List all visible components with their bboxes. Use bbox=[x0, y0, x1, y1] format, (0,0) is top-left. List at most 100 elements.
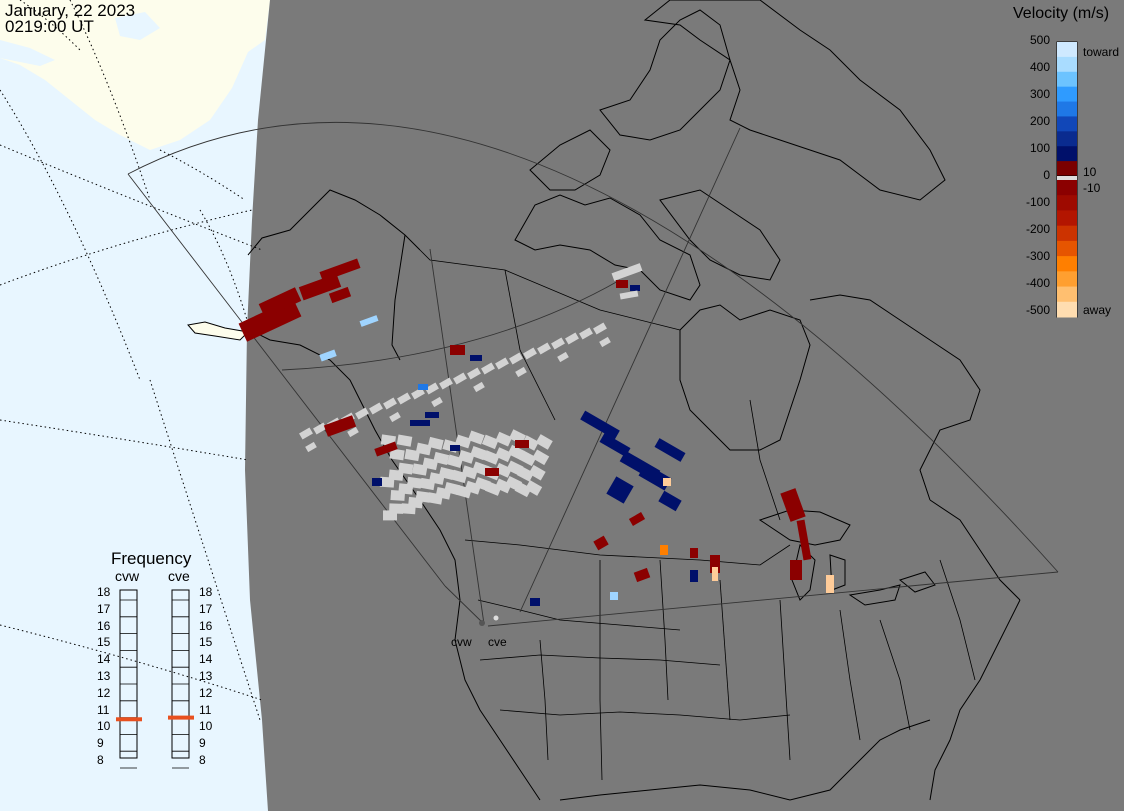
scatter-cell bbox=[258, 287, 302, 318]
scatter-cell bbox=[557, 351, 569, 363]
scatter-cell bbox=[537, 342, 551, 355]
colorbar-away-label: away bbox=[1083, 303, 1112, 317]
colorbar-tick-label: -200 bbox=[1025, 222, 1050, 236]
scatter-cell bbox=[467, 430, 485, 445]
freq-label-right: 8 bbox=[199, 753, 206, 767]
colorbar-tick-label: -100 bbox=[1025, 195, 1050, 209]
colorbar-pos-ten: 10 bbox=[1083, 165, 1097, 179]
scatter-cell bbox=[517, 466, 535, 482]
freq-label-left: 15 bbox=[97, 635, 111, 650]
scatter-cell bbox=[710, 555, 720, 573]
scatter-cell bbox=[383, 397, 397, 410]
scatter-cell bbox=[481, 434, 499, 450]
site-label-cvw: cvw bbox=[451, 635, 472, 649]
velocity-colorbar bbox=[1056, 41, 1078, 318]
colorbar-segment bbox=[1057, 210, 1077, 227]
scatter-cell bbox=[359, 315, 379, 327]
colorbar-tick-label: -500 bbox=[1025, 303, 1050, 317]
colorbar-segment bbox=[1057, 131, 1077, 147]
scatter-cell bbox=[593, 322, 607, 335]
scatter-cell bbox=[439, 377, 453, 390]
scatter-cell bbox=[450, 445, 460, 451]
scatter-cell bbox=[633, 567, 651, 583]
colorbar-segment bbox=[1057, 180, 1077, 196]
colorbar-segment bbox=[1057, 42, 1077, 58]
colorbar-segment bbox=[1057, 161, 1077, 177]
colorbar-segment bbox=[1057, 225, 1077, 242]
scatter-cell bbox=[299, 427, 313, 440]
colorbar-segment bbox=[1057, 116, 1077, 132]
freq-label-left: 17 bbox=[97, 601, 111, 616]
freq-label-left: 11 bbox=[97, 702, 110, 717]
freq-label-right: 14 bbox=[199, 652, 213, 667]
scatter-cell bbox=[319, 349, 337, 362]
scatter-cell bbox=[238, 298, 302, 342]
site-label-cve: cve bbox=[488, 635, 507, 649]
scatter-cell bbox=[453, 372, 467, 385]
scatter-cell bbox=[565, 332, 579, 345]
scatter-cell bbox=[406, 476, 423, 489]
timestamp-time: 0219:00 UT bbox=[5, 17, 94, 36]
colorbar-segment bbox=[1057, 240, 1077, 257]
scatter-cell bbox=[383, 510, 398, 521]
freq-column-cvw bbox=[119, 589, 138, 759]
scatter-cell bbox=[415, 490, 431, 503]
scatter-cell bbox=[610, 592, 618, 600]
scatter-cell bbox=[495, 431, 513, 447]
scatter-cell bbox=[580, 410, 620, 440]
scatter-cell bbox=[579, 327, 593, 340]
scatter-cell bbox=[485, 468, 499, 476]
scatter-cell bbox=[525, 480, 543, 496]
radar-sites bbox=[479, 615, 499, 626]
colorbar-tick-label: -300 bbox=[1025, 249, 1050, 263]
timestamp-date: January, 22 2023 bbox=[5, 1, 136, 20]
scatter-cell bbox=[515, 366, 527, 378]
colorbar-segment bbox=[1057, 71, 1077, 88]
scatter-cell bbox=[535, 434, 553, 450]
scatter-cell bbox=[372, 478, 382, 486]
scatter-cell bbox=[470, 445, 487, 461]
freq-label-right: 13 bbox=[199, 669, 213, 683]
colorbar-tick-label: 500 bbox=[1029, 33, 1050, 47]
scatter-cell bbox=[796, 519, 812, 561]
freq-label-right: 9 bbox=[199, 736, 206, 751]
scatter-cell bbox=[826, 575, 834, 593]
velocity-legend-title: Velocity (m/s) bbox=[1013, 5, 1110, 22]
scatter-cell bbox=[616, 280, 628, 288]
scatter-cell bbox=[425, 382, 439, 395]
scatter-cell bbox=[654, 438, 686, 462]
backscatter-layer bbox=[238, 258, 834, 606]
scatter-cell bbox=[551, 337, 565, 350]
freq-label-left: 14 bbox=[97, 652, 111, 667]
scatter-cell bbox=[495, 447, 512, 463]
scatter-cell bbox=[450, 345, 465, 355]
scatter-cell bbox=[593, 535, 609, 551]
colorbar-segment bbox=[1057, 146, 1077, 162]
colorbar-segment bbox=[1057, 86, 1077, 103]
scatter-cell bbox=[495, 357, 509, 370]
frequency-panel bbox=[116, 589, 194, 769]
scatter-cell bbox=[473, 381, 485, 393]
scatter-cell bbox=[347, 426, 359, 438]
scatter-cell bbox=[628, 512, 646, 526]
scatter-cell bbox=[515, 440, 529, 448]
colorbar-tick-label: 0 bbox=[1043, 168, 1050, 182]
night-region bbox=[245, 0, 1124, 811]
scatter-cell bbox=[514, 481, 532, 498]
freq-label-left: 8 bbox=[97, 753, 104, 767]
scatter-cell bbox=[427, 436, 444, 450]
colorbar-fill bbox=[1057, 42, 1077, 318]
scatter-cell bbox=[398, 462, 414, 475]
scatter-cell bbox=[481, 362, 495, 375]
radar-site-cve bbox=[493, 615, 499, 621]
scatter-cell bbox=[521, 435, 539, 451]
scatter-cell bbox=[355, 407, 369, 420]
scatter-cell bbox=[519, 450, 537, 467]
day-land-alaska bbox=[0, 0, 270, 150]
freq-marker-cvw bbox=[116, 717, 142, 722]
scatter-cell bbox=[410, 420, 430, 426]
scatter-cell bbox=[467, 367, 481, 380]
colorbar-segment bbox=[1057, 301, 1077, 318]
scatter-cell bbox=[663, 478, 671, 486]
freq-label-left: 13 bbox=[97, 669, 111, 683]
